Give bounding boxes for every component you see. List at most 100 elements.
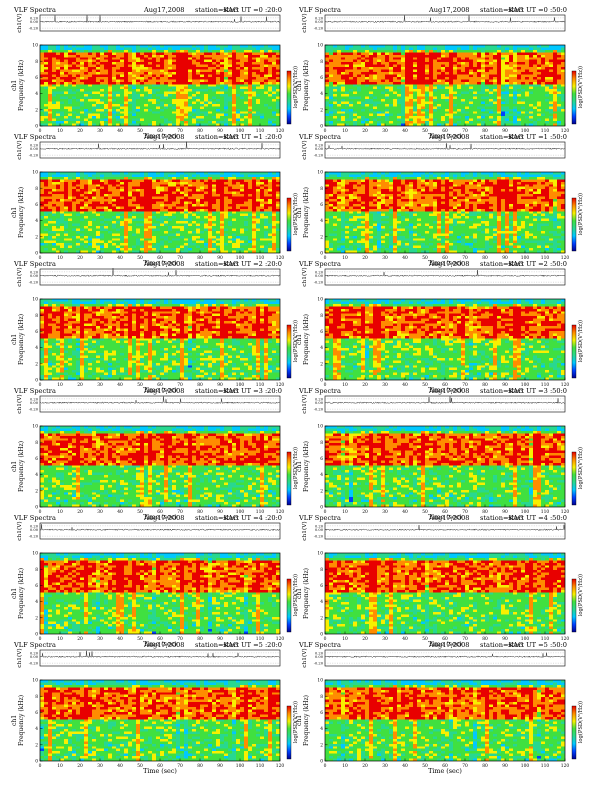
x-tick-label: 40 (402, 383, 408, 388)
x-tick-label: 60 (442, 256, 448, 261)
x-axis-label: Time (sec) (143, 767, 177, 775)
y-axis-label: Frequency (kHz) (303, 695, 310, 746)
x-tick-label: 70 (177, 764, 183, 769)
trace-tick-label: 0.00 (315, 20, 324, 24)
x-axis-label: Time (sec) (428, 513, 462, 521)
trace-axis-label: ch1(V) (301, 648, 308, 667)
trace-tick-label: 0.00 (30, 147, 39, 151)
trace-frame (324, 395, 566, 413)
panel-date: Aug17,2008 (428, 387, 470, 395)
x-axis-label: Time (sec) (143, 259, 177, 267)
y-tick-label: 8 (320, 187, 323, 192)
trace-tick-label: -0.20 (29, 408, 39, 412)
panel-date: Aug17,2008 (428, 260, 470, 268)
y-tick-label: 2 (320, 108, 323, 113)
y-tick-label: 2 (320, 235, 323, 240)
colorbar (286, 70, 292, 125)
x-tick-label: 50 (137, 637, 143, 642)
channel-label: ch1 (296, 207, 303, 218)
trace-frame (39, 522, 281, 540)
trace-tick-label: 0.20 (315, 16, 324, 20)
x-tick-label: 20 (77, 256, 83, 261)
panel-start-time: start UT =1 :50:0 (508, 133, 567, 141)
x-tick-label: 90 (502, 129, 508, 134)
y-tick-label: 10 (317, 298, 323, 303)
x-tick-label: 70 (177, 510, 183, 515)
trace-tick-label: -0.20 (314, 281, 324, 285)
x-axis-label: Time (sec) (143, 386, 177, 394)
x-tick-label: 10 (57, 764, 63, 769)
x-tick-label: 50 (137, 764, 143, 769)
panel-date: Aug17,2008 (428, 133, 470, 141)
y-axis-label: Frequency (kHz) (18, 441, 25, 492)
y-tick-label: 2 (320, 616, 323, 621)
panel-date: Aug17,2008 (428, 514, 470, 522)
trace-axis-label: ch1(V) (301, 13, 308, 32)
x-tick-label: 100 (236, 383, 245, 388)
x-tick-label: 10 (57, 510, 63, 515)
x-tick-label: 0 (324, 256, 327, 261)
x-tick-label: 80 (197, 256, 203, 261)
x-tick-label: 120 (561, 256, 570, 261)
y-tick-label: 10 (32, 425, 38, 430)
x-tick-label: 80 (482, 637, 488, 642)
x-tick-label: 20 (77, 129, 83, 134)
x-tick-label: 90 (217, 129, 223, 134)
channel-label: ch1 (296, 461, 303, 472)
trace-tick-label: 0.00 (315, 147, 324, 151)
x-tick-label: 120 (561, 764, 570, 769)
x-tick-label: 20 (362, 764, 368, 769)
ch1-voltage-trace (39, 650, 281, 659)
x-tick-label: 40 (117, 637, 123, 642)
x-tick-label: 30 (382, 383, 388, 388)
x-tick-label: 70 (462, 637, 468, 642)
x-tick-label: 90 (502, 637, 508, 642)
panel-station: station=KAG (480, 133, 523, 141)
x-tick-label: 90 (502, 764, 508, 769)
x-tick-label: 50 (422, 129, 428, 134)
trace-frame (324, 522, 566, 540)
y-tick-label: 6 (320, 203, 323, 208)
trace-tick-label: 0.00 (315, 274, 324, 278)
trace-tick-label: 0.20 (315, 651, 324, 655)
trace-axis-label: ch1(V) (16, 140, 23, 159)
x-tick-label: 50 (137, 129, 143, 134)
panel-start-time: start UT =4 :50:0 (508, 514, 567, 522)
x-tick-label: 110 (541, 510, 550, 515)
x-tick-label: 110 (256, 256, 265, 261)
x-tick-label: 80 (197, 129, 203, 134)
y-axis-label: Frequency (kHz) (303, 187, 310, 238)
panel-title: VLF Spectra (298, 641, 341, 649)
trace-axis-label: ch1(V) (301, 521, 308, 540)
x-tick-label: 70 (177, 383, 183, 388)
x-tick-label: 110 (256, 637, 265, 642)
x-tick-label: 40 (402, 129, 408, 134)
x-tick-label: 20 (362, 510, 368, 515)
x-tick-label: 110 (541, 256, 550, 261)
ch1-voltage-trace (324, 396, 566, 405)
trace-tick-label: 0.00 (315, 401, 324, 405)
trace-frame (324, 268, 566, 286)
ch1-voltage-trace (39, 396, 281, 404)
x-tick-label: 80 (197, 510, 203, 515)
y-tick-label: 10 (32, 44, 38, 49)
spectrogram-heatmap (40, 299, 280, 380)
panel-start-time: start UT =4 :20:0 (223, 514, 282, 522)
panel-start-time: start UT =2 :50:0 (508, 260, 567, 268)
y-tick-label: 0 (320, 760, 323, 765)
x-tick-label: 20 (362, 129, 368, 134)
y-tick-label: 8 (320, 314, 323, 319)
ch1-voltage-trace (324, 15, 566, 23)
x-tick-label: 0 (324, 764, 327, 769)
x-tick-label: 80 (482, 510, 488, 515)
panel-date: Aug17,2008 (143, 641, 185, 649)
y-tick-label: 4 (35, 727, 38, 732)
trace-tick-label: -0.20 (29, 154, 39, 158)
x-tick-label: 120 (276, 637, 285, 642)
